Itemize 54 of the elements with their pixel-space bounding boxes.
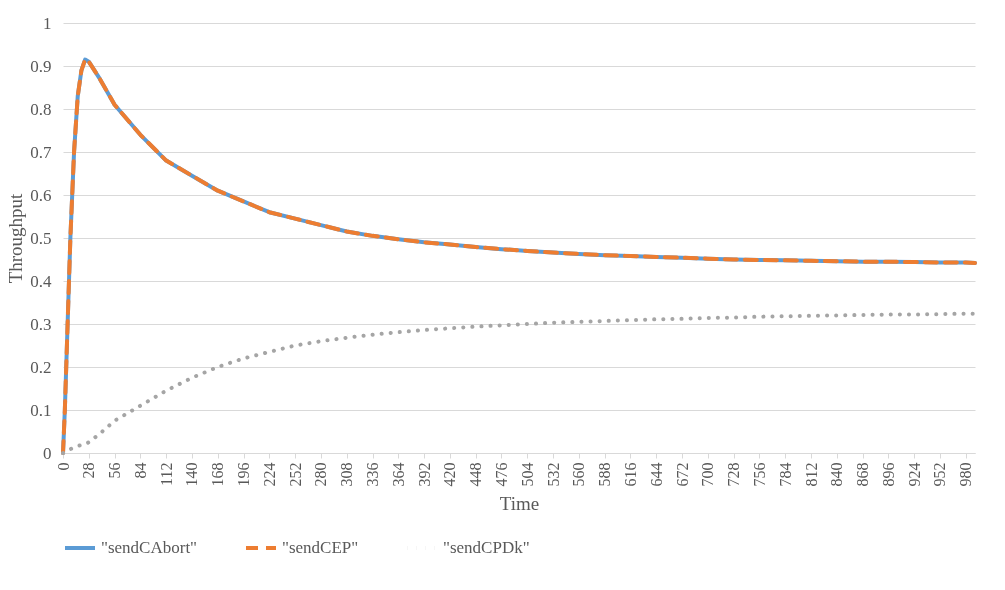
x-tick-label: 868 (854, 462, 872, 487)
x-tick-label: 980 (957, 462, 975, 487)
x-tick-label: 476 (493, 462, 510, 487)
x-tick-label: 336 (364, 462, 382, 487)
y-tick-label: 0.3 (30, 314, 52, 334)
x-tick-label: 28 (80, 462, 98, 479)
x-tick-label: 588 (596, 462, 614, 487)
x-tick-label: 812 (802, 462, 820, 487)
y-tick-label: 0.1 (30, 400, 52, 420)
y-axis-title: Throughput (5, 192, 27, 284)
x-tick-label: 168 (209, 462, 227, 487)
x-tick-label: 0 (54, 462, 72, 471)
y-tick-label: 0.7 (30, 142, 52, 162)
x-tick-label: 252 (286, 462, 304, 487)
y-tick-label: 0.2 (30, 357, 52, 377)
x-tick-label: 560 (570, 462, 588, 487)
x-tick-label: 672 (673, 462, 691, 487)
line-series (61, 311, 977, 455)
x-tick-label: 784 (776, 462, 794, 487)
x-tick-label: 84 (131, 462, 149, 479)
x-tick-label: 56 (106, 462, 124, 479)
x-tick-label: 700 (699, 462, 717, 487)
line-series (61, 57, 977, 455)
legend-label: "sendCAbort" (101, 538, 198, 557)
x-tick-label: 364 (389, 462, 407, 487)
y-tick-label: 0.4 (30, 271, 52, 291)
x-tick-label: 532 (544, 462, 562, 487)
x-tick-label: 448 (467, 462, 485, 487)
y-tick-label: 0 (43, 443, 52, 463)
x-tick-label: 392 (415, 462, 433, 487)
x-tick-label: 644 (647, 462, 665, 487)
x-tick-label: 756 (750, 462, 768, 487)
x-tick-label: 952 (931, 462, 949, 487)
x-tick-label: 280 (312, 462, 330, 487)
x-tick-label: 504 (518, 462, 536, 487)
legend-label: "sendCEP" (282, 538, 359, 557)
y-tick-label: 0.8 (30, 99, 52, 119)
x-tick-label: 196 (235, 462, 253, 487)
y-tick-label: 1 (43, 13, 52, 33)
y-tick-label: 0.5 (30, 228, 52, 248)
x-tick-label: 896 (879, 462, 897, 487)
x-tick-label: 840 (828, 462, 846, 487)
x-tick-label: 924 (905, 462, 923, 487)
legend-label: "sendCPDk" (443, 538, 530, 557)
x-tick-label: 140 (183, 462, 201, 487)
x-tick-label: 728 (725, 462, 743, 487)
x-tick-label: 616 (621, 462, 639, 487)
x-tick-label: 224 (260, 462, 278, 487)
y-tick-label: 0.6 (30, 185, 52, 205)
x-axis-title: Time (499, 492, 540, 514)
x-tick-label: 308 (338, 462, 356, 487)
x-tick-label: 420 (441, 462, 459, 487)
y-tick-label: 0.9 (30, 56, 52, 76)
x-tick-label: 112 (157, 462, 175, 486)
